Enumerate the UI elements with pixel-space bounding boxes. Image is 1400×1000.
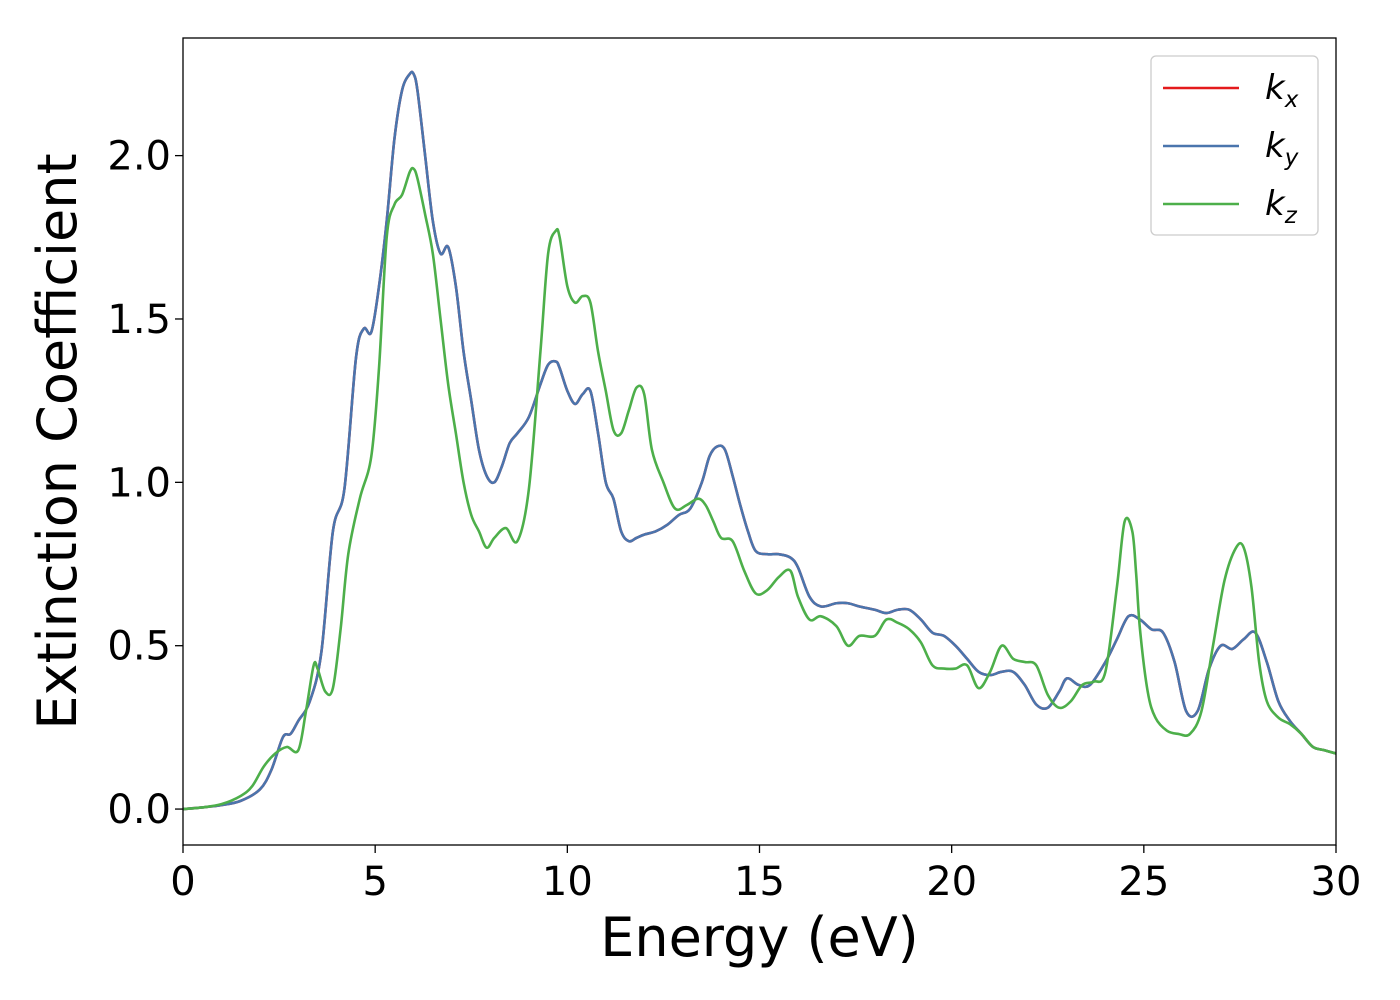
y-tick-label: 2.0 [107, 134, 171, 180]
y-tick-label: 0.5 [107, 624, 171, 670]
x-tick-label: 5 [362, 859, 387, 905]
series-line-ky [183, 70, 1336, 811]
x-tick-label: 0 [170, 859, 195, 905]
legend: kx ky kz [1150, 55, 1319, 236]
x-tick-label: 15 [734, 859, 785, 905]
x-tick-label: 10 [542, 859, 593, 905]
y-axis-label: Extinction Coefficient [26, 153, 89, 729]
x-tick-label: 20 [926, 859, 977, 905]
legend-label-kx: kx [1265, 68, 1299, 113]
y-tick-label: 1.5 [107, 297, 171, 343]
series-line-kz [183, 166, 1336, 811]
plot-lines [183, 70, 1336, 811]
legend-label-kz: kz [1265, 184, 1298, 229]
x-axis-ticks: 0 5 10 15 20 25 30 [170, 845, 1361, 905]
x-tick-label: 25 [1118, 859, 1169, 905]
y-tick-label: 1.0 [107, 460, 171, 506]
y-axis-ticks: 0.0 0.5 1.0 1.5 2.0 [107, 134, 183, 833]
legend-label-ky: ky [1265, 126, 1299, 171]
x-tick-label: 30 [1311, 859, 1362, 905]
x-axis-label: Energy (eV) [600, 906, 919, 969]
y-tick-label: 0.0 [107, 787, 171, 833]
